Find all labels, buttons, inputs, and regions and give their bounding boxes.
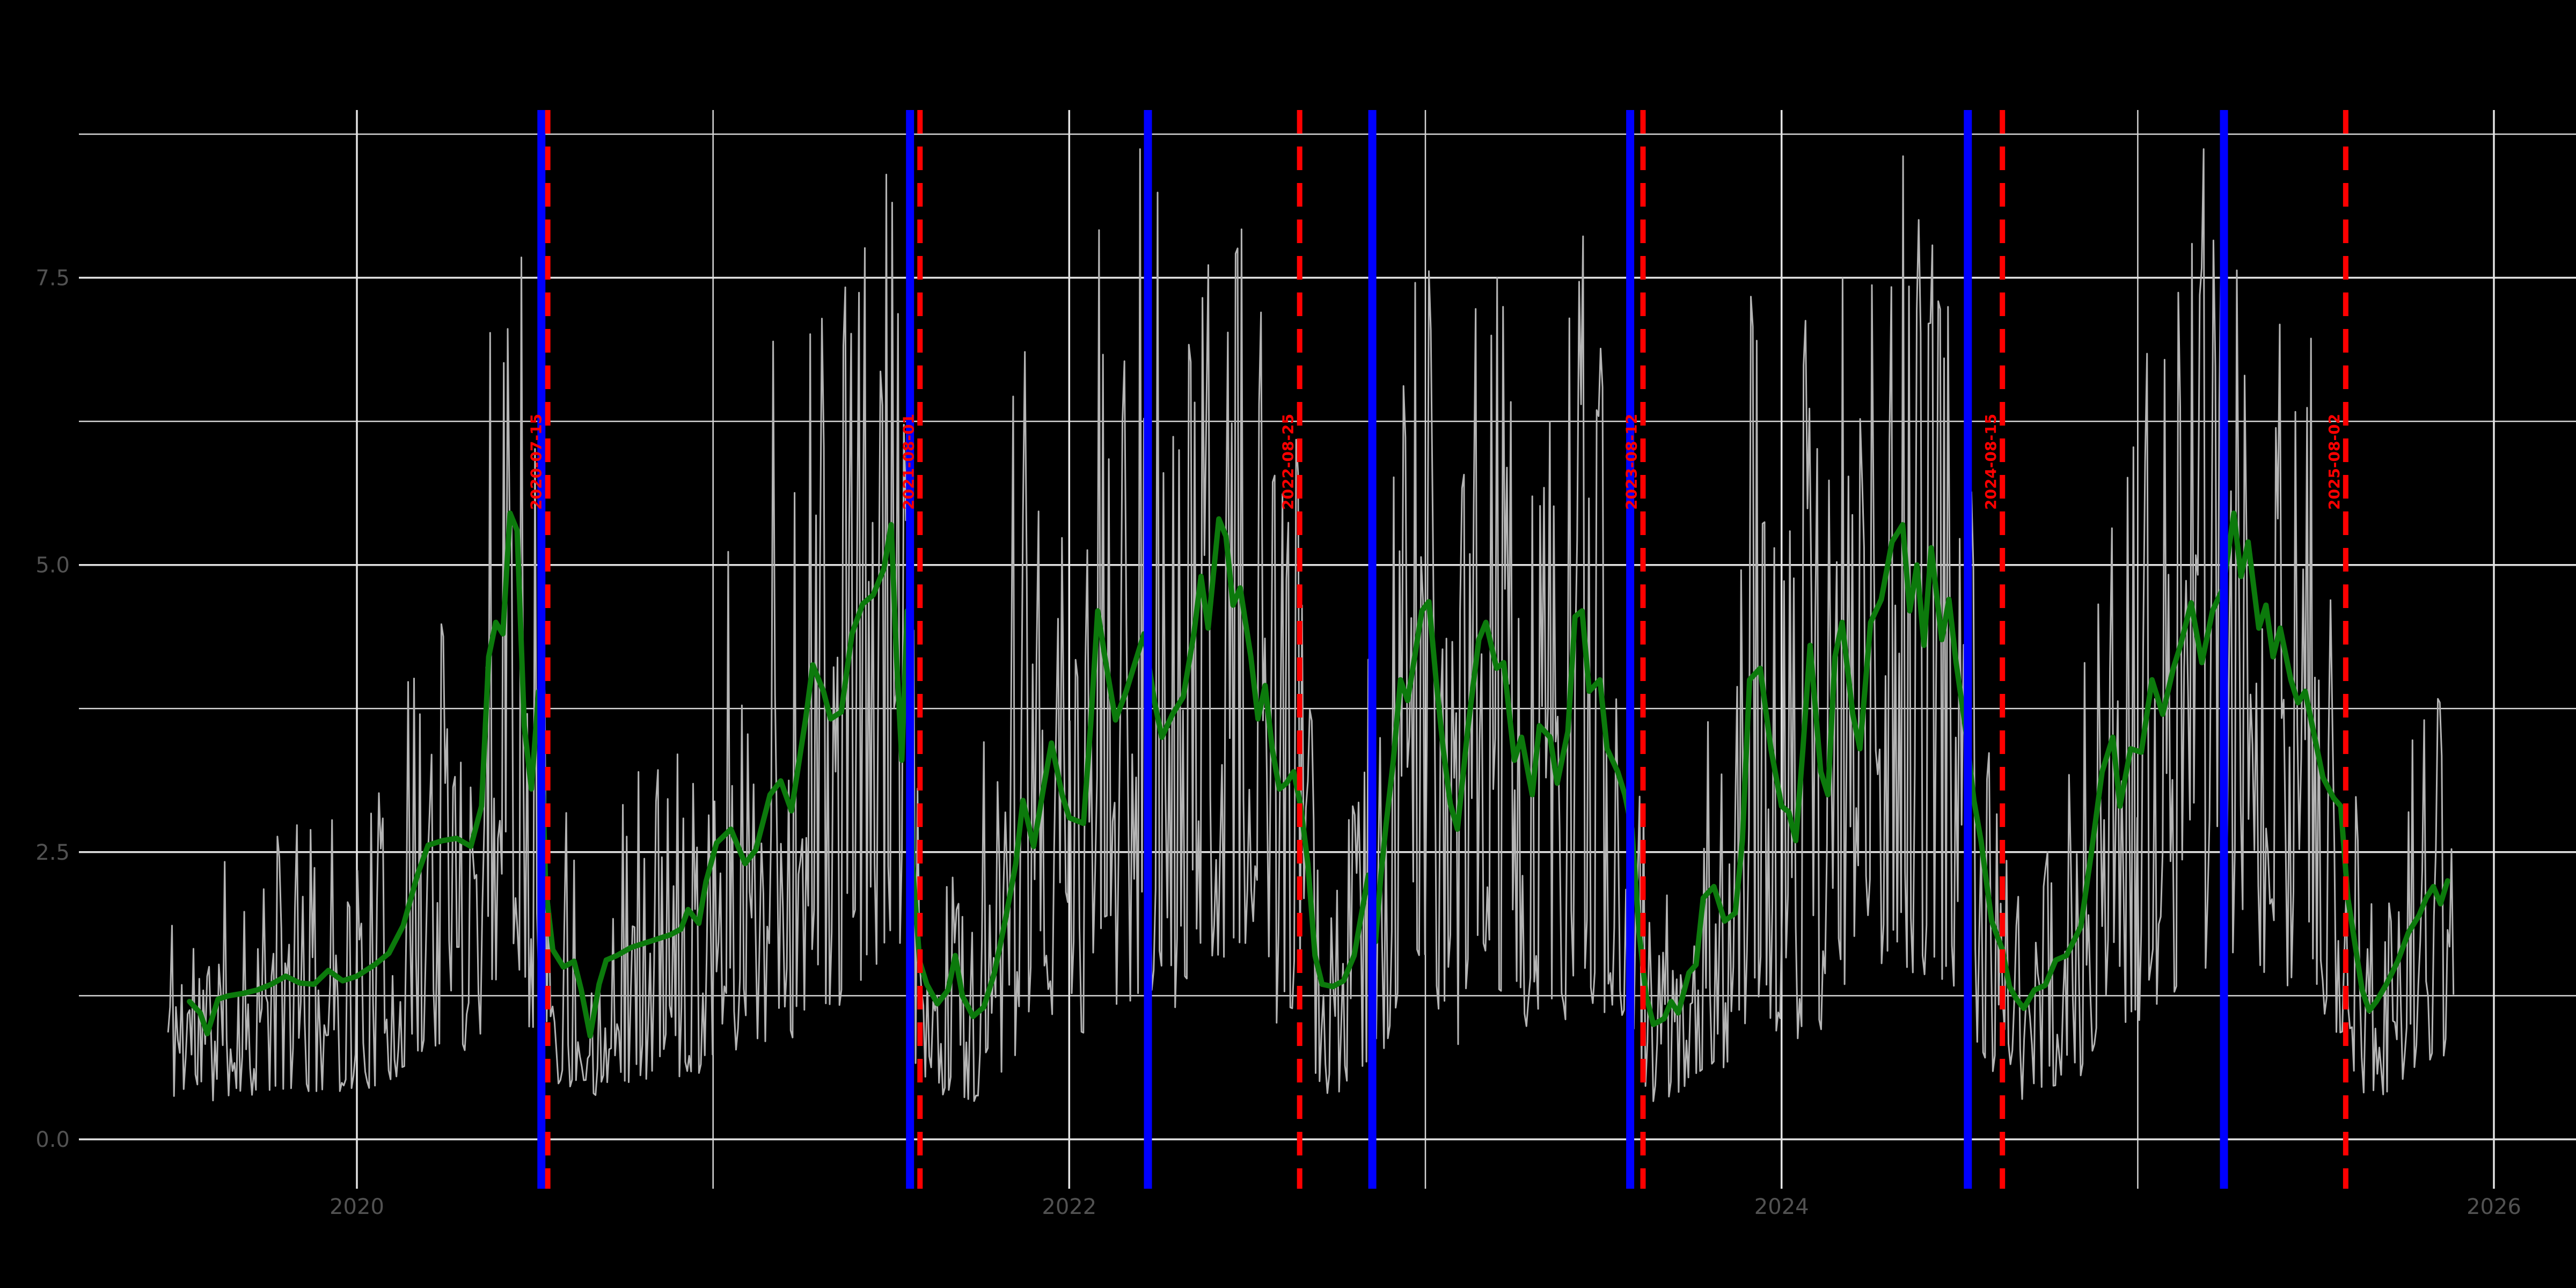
gridlines-minor <box>79 110 2576 1189</box>
event-date-label: 2020-07-15 <box>528 414 545 510</box>
event-date-label: 2024-08-15 <box>1982 414 2000 510</box>
detected-event-lines <box>537 110 2228 1189</box>
y-axis-tick-label: 7.5 <box>35 266 70 291</box>
y-axis-tick-labels: 0.0 2.5 5.0 7.5 <box>35 266 70 1153</box>
y-axis-tick-label: 5.0 <box>35 553 70 578</box>
gridlines-major <box>79 110 2576 1189</box>
x-axis-tick-label: 2024 <box>1754 1195 1809 1219</box>
event-date-label: 2025-08-02 <box>2325 414 2343 510</box>
y-axis-tick-label: 2.5 <box>35 840 70 865</box>
daily-series-line <box>167 148 2455 1102</box>
daily-series <box>167 148 2455 1102</box>
x-axis-tick-label: 2022 <box>1042 1195 1096 1219</box>
event-date-label: 2021-08-01 <box>899 414 917 510</box>
x-axis-tick-label: 2020 <box>330 1195 384 1219</box>
event-date-labels: 2020-07-15 2021-08-01 2022-08-25 2023-08-12… <box>528 414 2343 510</box>
smoothed-series-line <box>187 510 2450 1039</box>
event-date-label: 2023-08-12 <box>1623 414 1641 510</box>
x-axis-tick-label: 2026 <box>2467 1195 2521 1219</box>
y-axis-tick-label: 0.0 <box>35 1128 70 1152</box>
event-date-lines <box>545 110 2348 1189</box>
smoothed-series <box>187 510 2450 1039</box>
x-axis-tick-labels: 2020 2022 2024 2026 <box>330 1195 2521 1219</box>
event-date-label: 2022-08-25 <box>1279 414 1297 510</box>
